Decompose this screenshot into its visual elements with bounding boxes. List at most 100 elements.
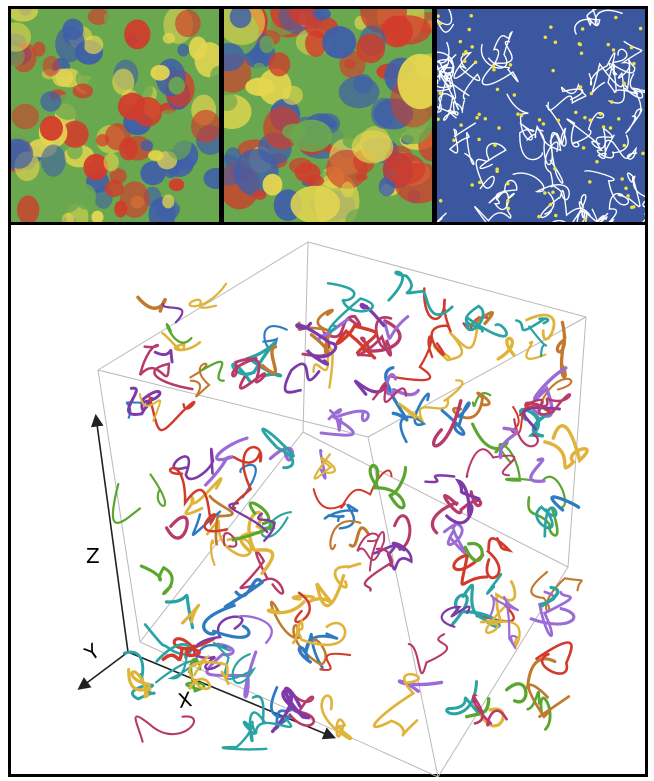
field-blob: [11, 9, 39, 22]
vortex-tube: [168, 466, 229, 533]
vortex-tube: [485, 537, 514, 580]
vortex-dot: [495, 167, 499, 171]
vortex-line: [437, 212, 447, 222]
field-blob: [168, 178, 185, 192]
vortex-tube: [543, 423, 589, 470]
vortex-dot: [589, 91, 594, 96]
vortex-tube: [360, 319, 402, 353]
vortex-tube: [397, 679, 444, 693]
vortex-tube: [180, 603, 201, 625]
vortex-tube: [294, 591, 311, 624]
vortex-dot: [598, 112, 603, 116]
field-blob: [325, 149, 368, 189]
y-axis-arrow: [77, 651, 129, 690]
vortex-line: [583, 170, 630, 222]
vortex-tube: [522, 406, 561, 431]
vortex-dot: [543, 191, 547, 195]
vortex-tube: [498, 426, 519, 460]
field-blob: [103, 153, 119, 172]
box-edge: [302, 431, 569, 568]
vortex-dot: [512, 93, 517, 97]
vortex-tube: [239, 463, 257, 499]
vortex-dot: [541, 122, 546, 126]
vortex-tube: [231, 501, 276, 542]
vortex-dot: [537, 214, 541, 219]
vortex-dot: [464, 50, 468, 54]
vortex-tube: [202, 578, 265, 636]
field-blob: [52, 68, 74, 87]
vortex-tube: [320, 694, 353, 741]
field-blob: [177, 43, 190, 57]
vortex-dot: [553, 40, 558, 45]
vortex-dot: [437, 117, 440, 121]
vortex-dot: [638, 26, 643, 31]
vortex-tube: [463, 541, 484, 563]
vortex-tube: [261, 427, 295, 470]
vortex-tube: [134, 715, 196, 743]
vortex-line: [627, 172, 645, 208]
vortex-dot: [469, 14, 473, 18]
vortex-tube: [149, 473, 167, 507]
vortex-line: [597, 134, 638, 160]
vortex-line: [591, 126, 629, 159]
vortex-dot: [477, 137, 481, 142]
vortex-tube: [172, 447, 215, 481]
vortex-tube: [442, 521, 467, 555]
field-blob: [39, 115, 63, 141]
vortex-dot: [610, 100, 614, 104]
vortex-dot: [470, 45, 474, 49]
vortex-tube: [526, 657, 557, 690]
vortex-dot: [459, 123, 463, 127]
field-blob: [245, 77, 275, 96]
vortex-box-panel: Z Y X: [8, 222, 648, 777]
vortex-dot: [483, 117, 488, 121]
vortex-dot: [601, 125, 606, 129]
vortex-dot: [622, 81, 626, 86]
vortex-dot: [629, 45, 634, 50]
field-blob: [175, 9, 201, 38]
vortex-tube: [266, 600, 306, 615]
vortex-tube: [471, 392, 492, 408]
field-blob: [394, 162, 432, 204]
vortex-tube: [257, 512, 276, 542]
panel-field-map-1: [8, 6, 222, 225]
vortex-dot: [624, 186, 628, 191]
vortex-tube: [127, 668, 152, 699]
vortex-tube: [205, 642, 258, 699]
vortex-dot: [578, 85, 583, 89]
field-blob: [103, 10, 124, 26]
field-blob: [148, 150, 164, 161]
vortex-tube: [372, 672, 420, 737]
vortex-dot: [574, 110, 578, 115]
box-edge: [567, 316, 587, 568]
vortex-dot: [631, 205, 636, 209]
field-blob: [384, 15, 432, 45]
vortex-dot: [438, 21, 443, 26]
vortex-tube: [188, 660, 230, 691]
vortex-tube: [440, 401, 471, 436]
vortex-dot: [458, 39, 463, 44]
field-blob: [224, 91, 238, 112]
vortex-tube: [201, 360, 225, 382]
vortex-tube: [222, 532, 238, 548]
vortex-tube: [239, 550, 285, 595]
vortex-tube: [532, 366, 568, 420]
vortex-tube: [192, 615, 244, 671]
box-edge: [302, 241, 309, 433]
field-blob: [83, 153, 109, 181]
vortex-tube: [526, 690, 541, 711]
field-blob: [17, 195, 40, 222]
vortex-tube: [372, 381, 408, 403]
vortex-dot: [491, 64, 495, 68]
vortex-dot: [493, 143, 497, 147]
vortex-tube: [440, 605, 471, 628]
field-blob: [72, 83, 94, 99]
vortex-dot: [506, 181, 510, 186]
vortex-tube: [127, 386, 162, 416]
field-blob: [259, 35, 275, 54]
vortex-dot: [537, 118, 542, 122]
vortex-tube: [479, 580, 517, 624]
vortex-tube: [486, 573, 503, 595]
vortex-dot: [632, 61, 636, 66]
field-blob: [288, 9, 321, 26]
